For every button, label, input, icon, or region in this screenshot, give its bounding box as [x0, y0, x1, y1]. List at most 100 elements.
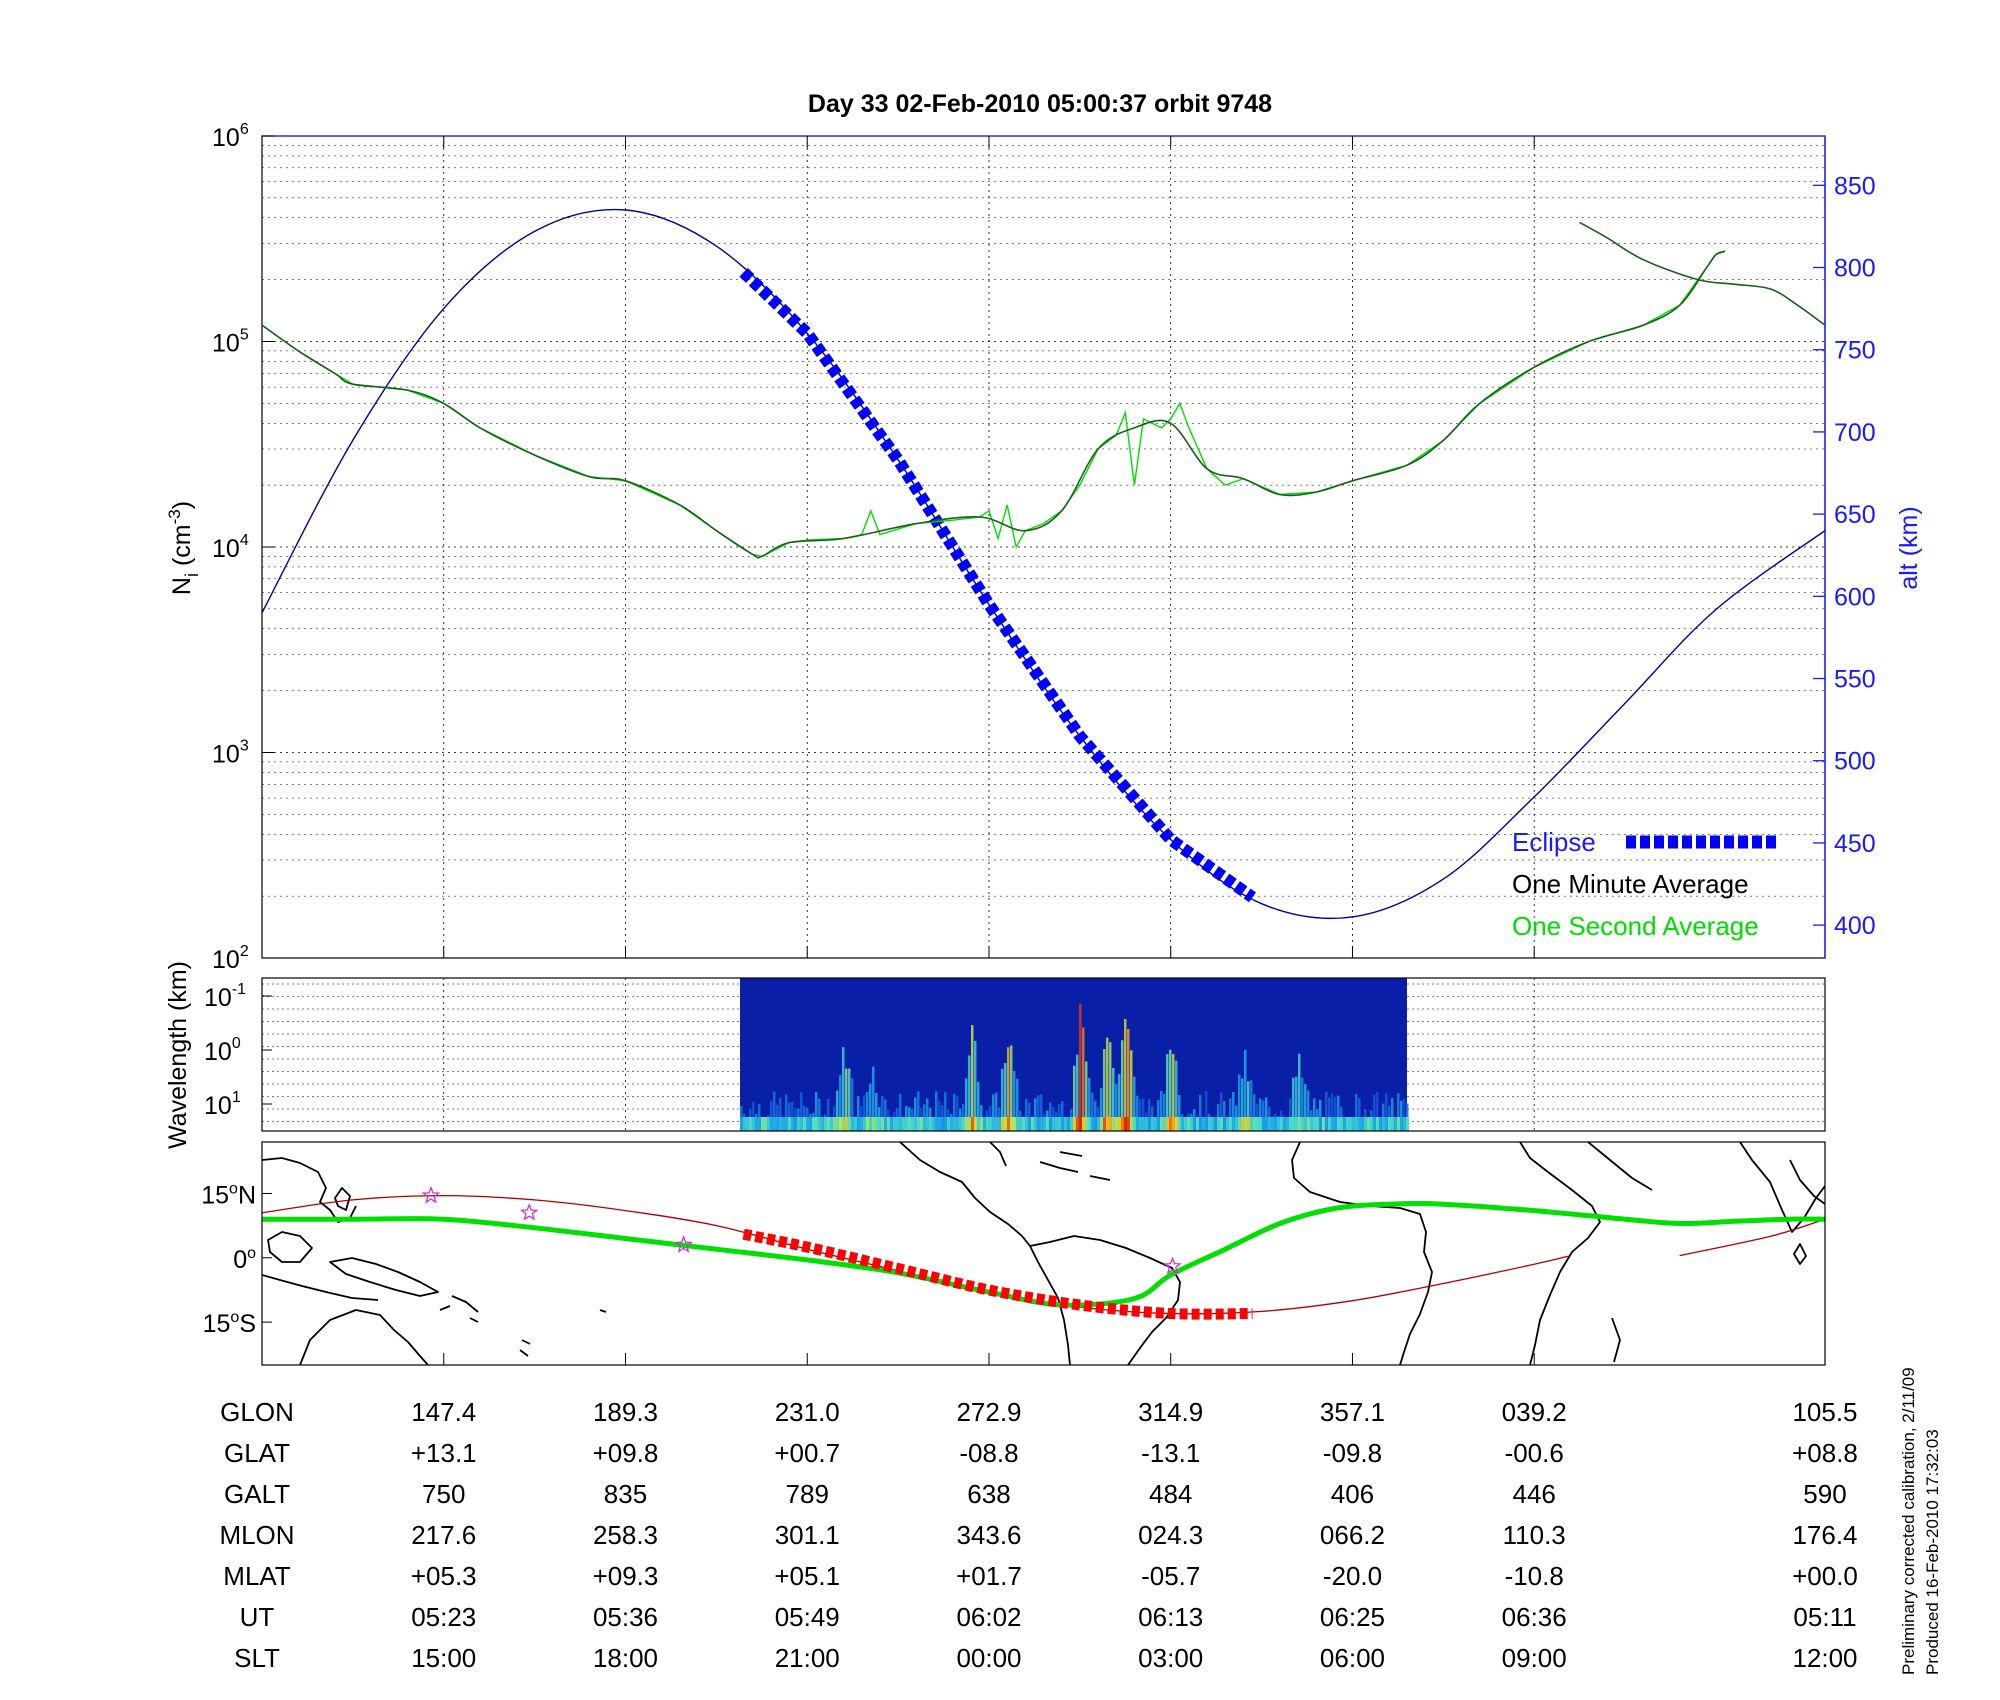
table-row-label: UT — [240, 1602, 275, 1632]
spectrogram-streak — [844, 1068, 848, 1131]
spectrogram-low-band — [1012, 1117, 1016, 1131]
spectrogram-low-band — [1369, 1117, 1373, 1131]
spectrogram-streak — [778, 1097, 782, 1131]
table-cell: 789 — [786, 1479, 829, 1509]
spectrogram-low-band — [1387, 1117, 1391, 1131]
spectrogram-streak — [970, 1025, 974, 1131]
table-cell: 446 — [1513, 1479, 1556, 1509]
spectrogram-streak — [856, 1096, 860, 1131]
table-cell: 03:00 — [1138, 1643, 1203, 1673]
spectrogram-low-band — [1372, 1117, 1376, 1131]
spectrogram-streak — [1147, 1099, 1151, 1131]
map-y-tick-label: 0o — [233, 1245, 256, 1274]
spectrogram-low-band — [805, 1117, 809, 1131]
altitude-y-tick-label: 500 — [1834, 748, 1876, 776]
spectrogram-low-band — [1108, 1117, 1112, 1131]
altitude-y-tick-label: 600 — [1834, 583, 1876, 611]
table-cell: -20.0 — [1323, 1561, 1382, 1591]
spectrogram-low-band — [757, 1117, 761, 1131]
spectrogram-low-band — [931, 1117, 935, 1131]
ephemeris-table: GLON 147.4 189.3 231.0 272.9 314.9 357.1 039.2 1… — [219, 1397, 1857, 1673]
table-cell: 05:11 — [1793, 1602, 1856, 1632]
spectrogram-streak — [1357, 1098, 1361, 1131]
spectrogram-low-band — [1405, 1117, 1409, 1131]
coast-sri-lanka — [1793, 1243, 1807, 1265]
spectrogram-low-band — [1402, 1117, 1406, 1131]
spectrogram-low-band — [838, 1117, 842, 1131]
spectrogram-low-band — [1075, 1117, 1079, 1131]
spectrogram-low-band — [1114, 1117, 1118, 1131]
density-y-tick-base: 10 — [212, 741, 240, 769]
spectrogram-low-band — [892, 1117, 896, 1131]
spectrogram-low-band — [1165, 1117, 1169, 1131]
spectrogram-streak — [1246, 1081, 1250, 1131]
spectrogram-low-band — [1294, 1117, 1298, 1131]
spectrogram-streak — [787, 1102, 791, 1131]
altitude-y-tick-label: 750 — [1834, 337, 1876, 365]
spectrogram-low-band — [1036, 1117, 1040, 1131]
table-row-label: MLON — [219, 1520, 294, 1550]
spectrogram-low-band — [1078, 1117, 1082, 1131]
spectrogram-streak — [1015, 1078, 1019, 1131]
table-cell: 21:00 — [775, 1643, 840, 1673]
spectrogram-low-band — [898, 1117, 902, 1131]
spectrogram-low-band — [1120, 1117, 1124, 1131]
spectrogram-streak — [1204, 1091, 1208, 1131]
spectrogram-streak — [964, 1078, 968, 1131]
spectrogram-streak — [1171, 1054, 1175, 1131]
spectrogram-streak — [1402, 1098, 1406, 1131]
spectrogram-low-band — [1381, 1117, 1385, 1131]
eclipse-line — [739, 267, 1256, 903]
map-y-tick-degrees: 15 — [201, 1181, 229, 1209]
spectrogram-low-band — [1330, 1117, 1334, 1131]
spectrogram-low-band — [1132, 1117, 1136, 1131]
spectrogram-low-band — [1360, 1117, 1364, 1131]
table-cell: 835 — [604, 1479, 647, 1509]
spectrogram-low-band — [1384, 1117, 1388, 1131]
spectrogram-streak — [871, 1066, 875, 1131]
table-cell: 039.2 — [1502, 1397, 1567, 1427]
table-cell: 272.9 — [956, 1397, 1021, 1427]
spectrogram-low-band — [1216, 1117, 1220, 1131]
density-y-tick-exp: 3 — [240, 738, 249, 755]
spectrogram-low-band — [949, 1117, 953, 1131]
spectrogram-low-band — [1375, 1117, 1379, 1131]
spectrogram-streak — [826, 1098, 830, 1131]
spectrogram-low-band — [1126, 1117, 1130, 1131]
table-cell: -00.6 — [1505, 1438, 1564, 1468]
spectrogram-streak — [1006, 1047, 1010, 1131]
table-cell: 06:25 — [1320, 1602, 1385, 1632]
spectrogram-low-band — [1057, 1117, 1061, 1131]
spectrogram-ylabel: Wavelength (km) — [164, 961, 192, 1149]
map-y-tick-label: 15oN — [201, 1180, 256, 1209]
spectrogram-streak — [880, 1096, 884, 1131]
spectrogram-low-band — [1378, 1117, 1382, 1131]
spectrogram-low-band — [1204, 1117, 1208, 1131]
spectrogram-streak — [1252, 1094, 1256, 1131]
spectrogram-streak — [862, 1095, 866, 1131]
map-y-tick-degree-sign: o — [247, 1245, 256, 1262]
spectrogram-low-band — [796, 1117, 800, 1131]
legend-one-second-label: One Second Average — [1512, 911, 1759, 941]
table-cell: -09.8 — [1323, 1438, 1382, 1468]
coast-south-america — [1029, 1235, 1181, 1365]
spectrogram-low-band — [1186, 1117, 1190, 1131]
spectrogram-streak — [868, 1083, 872, 1131]
table-cell: 15:00 — [411, 1643, 476, 1673]
spectrogram-low-band — [865, 1117, 869, 1131]
spectrogram-low-band — [1129, 1117, 1133, 1131]
spectrogram-low-band — [889, 1117, 893, 1131]
spectrogram-low-band — [1321, 1117, 1325, 1131]
spectrogram-low-band — [1066, 1117, 1070, 1131]
spectrogram-low-band — [1153, 1117, 1157, 1131]
density-y-tick-base: 10 — [212, 535, 240, 563]
spectrogram-low-band — [919, 1117, 923, 1131]
spectrogram-low-band — [1051, 1117, 1055, 1131]
spectrogram-low-band — [1195, 1117, 1199, 1131]
spectrogram-streak — [1033, 1098, 1037, 1131]
spectrogram-low-band — [1045, 1117, 1049, 1131]
spectrogram-low-band — [811, 1117, 815, 1131]
spectrogram-low-band — [1141, 1117, 1145, 1131]
